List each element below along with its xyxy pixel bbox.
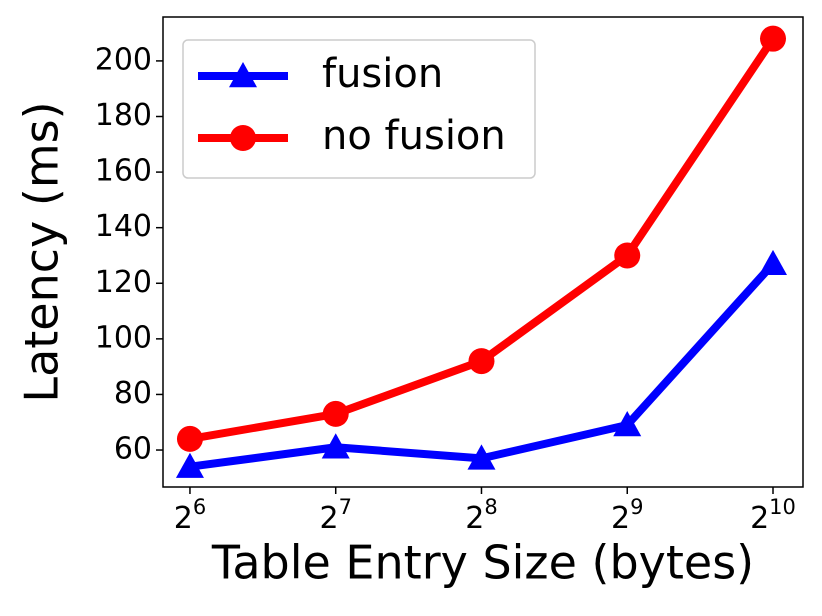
x-tick-label: 26 [174, 495, 206, 536]
x-tick-exponent: 10 [769, 495, 796, 519]
legend-label: no fusion [322, 113, 506, 159]
x-tick-exponent: 7 [339, 495, 352, 519]
marker [175, 452, 204, 478]
x-tick-base: 2 [611, 501, 630, 536]
y-tick-label: 180 [95, 98, 152, 133]
x-tick-exponent: 9 [630, 495, 643, 519]
x-tick-exponent: 6 [193, 495, 206, 519]
marker [613, 411, 642, 437]
marker [760, 25, 787, 52]
marker [468, 348, 495, 375]
marker [176, 425, 203, 452]
marker [321, 433, 350, 459]
x-tick-exponent: 8 [484, 495, 497, 519]
x-tick-base: 2 [174, 501, 193, 536]
marker [614, 242, 641, 269]
marker [467, 444, 496, 470]
y-tick-label: 100 [95, 320, 152, 355]
y-tick-label: 120 [95, 265, 152, 300]
x-tick-label: 210 [750, 495, 796, 536]
x-tick-label: 28 [465, 495, 497, 536]
x-tick-base: 2 [465, 501, 484, 536]
x-axis-label: Table Entry Size (bytes) [211, 536, 754, 590]
marker [759, 249, 788, 276]
y-tick-label: 140 [95, 209, 152, 244]
legend-marker [229, 62, 257, 88]
y-tick-label: 80 [114, 376, 152, 411]
legend-marker [230, 125, 256, 151]
plot-frame [162, 16, 804, 488]
x-tick-label: 27 [319, 495, 351, 536]
x-tick-base: 2 [319, 501, 338, 536]
y-tick-label: 60 [114, 432, 152, 467]
y-axis-label: Latency (ms) [15, 101, 69, 402]
legend-label: fusion [322, 51, 443, 97]
y-tick-label: 200 [95, 42, 152, 77]
x-tick-label: 29 [611, 495, 643, 536]
marker [322, 400, 349, 427]
x-tick-base: 2 [750, 501, 769, 536]
y-tick-label: 160 [95, 154, 152, 189]
